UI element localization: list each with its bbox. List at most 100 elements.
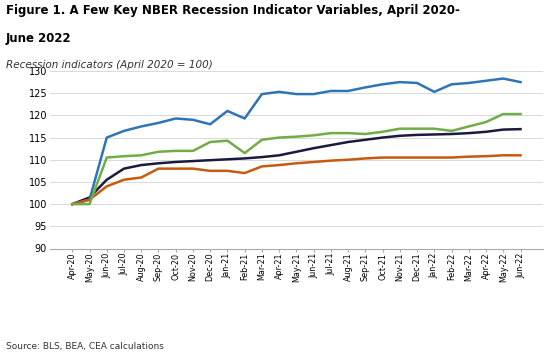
Real Personal Consumption Expenditures bbox=[69, 202, 75, 206]
Industrial Production bbox=[242, 151, 248, 155]
Real Personal Consumption Expenditures bbox=[310, 92, 317, 96]
Industrial Production bbox=[138, 153, 145, 158]
Real Income Less Transfers bbox=[104, 184, 110, 189]
Line: Industrial Production: Industrial Production bbox=[72, 114, 521, 204]
Nonfarm Payrolls bbox=[414, 133, 420, 137]
Real Income Less Transfers bbox=[138, 175, 145, 180]
Text: Figure 1. A Few Key NBER Recession Indicator Variables, April 2020-: Figure 1. A Few Key NBER Recession Indic… bbox=[6, 4, 459, 17]
Real Personal Consumption Expenditures bbox=[138, 124, 145, 129]
Industrial Production bbox=[448, 129, 455, 133]
Real Personal Consumption Expenditures bbox=[207, 122, 213, 126]
Line: Real Personal Consumption Expenditures: Real Personal Consumption Expenditures bbox=[72, 78, 521, 204]
Industrial Production bbox=[224, 138, 231, 143]
Nonfarm Payrolls bbox=[327, 143, 334, 147]
Nonfarm Payrolls bbox=[224, 157, 231, 162]
Real Personal Consumption Expenditures bbox=[155, 121, 162, 125]
Nonfarm Payrolls bbox=[517, 127, 524, 131]
Text: Source: BLS, BEA, CEA calculations: Source: BLS, BEA, CEA calculations bbox=[6, 343, 163, 351]
Industrial Production bbox=[517, 112, 524, 116]
Real Personal Consumption Expenditures bbox=[327, 89, 334, 93]
Real Income Less Transfers bbox=[448, 155, 455, 160]
Nonfarm Payrolls bbox=[293, 150, 300, 154]
Industrial Production bbox=[500, 112, 506, 116]
Real Income Less Transfers bbox=[483, 154, 489, 158]
Industrial Production bbox=[86, 202, 93, 206]
Nonfarm Payrolls bbox=[276, 153, 283, 158]
Industrial Production bbox=[345, 131, 351, 135]
Line: Nonfarm Payrolls: Nonfarm Payrolls bbox=[72, 129, 521, 204]
Nonfarm Payrolls bbox=[465, 131, 472, 135]
Real Personal Consumption Expenditures bbox=[483, 79, 489, 83]
Nonfarm Payrolls bbox=[397, 134, 403, 138]
Nonfarm Payrolls bbox=[483, 130, 489, 134]
Nonfarm Payrolls bbox=[104, 178, 110, 182]
Real Personal Consumption Expenditures bbox=[293, 92, 300, 96]
Nonfarm Payrolls bbox=[362, 138, 368, 142]
Real Income Less Transfers bbox=[224, 169, 231, 173]
Nonfarm Payrolls bbox=[500, 127, 506, 132]
Real Personal Consumption Expenditures bbox=[104, 135, 110, 140]
Line: Real Income Less Transfers: Real Income Less Transfers bbox=[72, 155, 521, 204]
Nonfarm Payrolls bbox=[448, 132, 455, 136]
Text: Recession indicators (April 2020 = 100): Recession indicators (April 2020 = 100) bbox=[6, 60, 212, 70]
Industrial Production bbox=[310, 133, 317, 137]
Real Personal Consumption Expenditures bbox=[500, 76, 506, 81]
Industrial Production bbox=[104, 155, 110, 160]
Industrial Production bbox=[207, 140, 213, 144]
Industrial Production bbox=[431, 126, 438, 131]
Real Income Less Transfers bbox=[276, 163, 283, 167]
Industrial Production bbox=[327, 131, 334, 135]
Real Personal Consumption Expenditures bbox=[172, 116, 179, 121]
Real Income Less Transfers bbox=[500, 153, 506, 158]
Real Personal Consumption Expenditures bbox=[345, 89, 351, 93]
Real Personal Consumption Expenditures bbox=[362, 85, 368, 89]
Nonfarm Payrolls bbox=[242, 156, 248, 160]
Nonfarm Payrolls bbox=[207, 158, 213, 162]
Industrial Production bbox=[155, 150, 162, 154]
Real Income Less Transfers bbox=[465, 154, 472, 159]
Nonfarm Payrolls bbox=[121, 166, 127, 171]
Industrial Production bbox=[69, 202, 75, 206]
Industrial Production bbox=[172, 149, 179, 153]
Nonfarm Payrolls bbox=[86, 195, 93, 200]
Real Income Less Transfers bbox=[293, 161, 300, 165]
Text: June 2022: June 2022 bbox=[6, 32, 71, 45]
Nonfarm Payrolls bbox=[172, 160, 179, 164]
Real Income Less Transfers bbox=[397, 155, 403, 160]
Real Income Less Transfers bbox=[121, 178, 127, 182]
Real Income Less Transfers bbox=[172, 166, 179, 171]
Nonfarm Payrolls bbox=[189, 159, 196, 163]
Real Personal Consumption Expenditures bbox=[276, 90, 283, 94]
Nonfarm Payrolls bbox=[345, 140, 351, 144]
Real Personal Consumption Expenditures bbox=[86, 197, 93, 202]
Industrial Production bbox=[414, 126, 420, 131]
Real Personal Consumption Expenditures bbox=[465, 81, 472, 85]
Nonfarm Payrolls bbox=[69, 202, 75, 206]
Real Income Less Transfers bbox=[86, 197, 93, 202]
Real Personal Consumption Expenditures bbox=[121, 129, 127, 133]
Real Income Less Transfers bbox=[414, 155, 420, 160]
Real Income Less Transfers bbox=[345, 158, 351, 162]
Industrial Production bbox=[276, 135, 283, 140]
Real Income Less Transfers bbox=[362, 156, 368, 160]
Real Personal Consumption Expenditures bbox=[242, 116, 248, 121]
Real Income Less Transfers bbox=[259, 164, 265, 169]
Industrial Production bbox=[259, 138, 265, 142]
Real Income Less Transfers bbox=[431, 155, 438, 160]
Real Income Less Transfers bbox=[327, 158, 334, 163]
Real Income Less Transfers bbox=[189, 166, 196, 171]
Real Income Less Transfers bbox=[242, 171, 248, 175]
Nonfarm Payrolls bbox=[310, 146, 317, 151]
Nonfarm Payrolls bbox=[155, 161, 162, 165]
Industrial Production bbox=[189, 149, 196, 153]
Real Personal Consumption Expenditures bbox=[448, 82, 455, 86]
Real Personal Consumption Expenditures bbox=[397, 80, 403, 84]
Real Income Less Transfers bbox=[379, 155, 386, 160]
Real Personal Consumption Expenditures bbox=[259, 92, 265, 96]
Nonfarm Payrolls bbox=[259, 155, 265, 159]
Nonfarm Payrolls bbox=[138, 163, 145, 167]
Industrial Production bbox=[483, 120, 489, 124]
Industrial Production bbox=[397, 126, 403, 131]
Industrial Production bbox=[465, 124, 472, 129]
Industrial Production bbox=[293, 135, 300, 139]
